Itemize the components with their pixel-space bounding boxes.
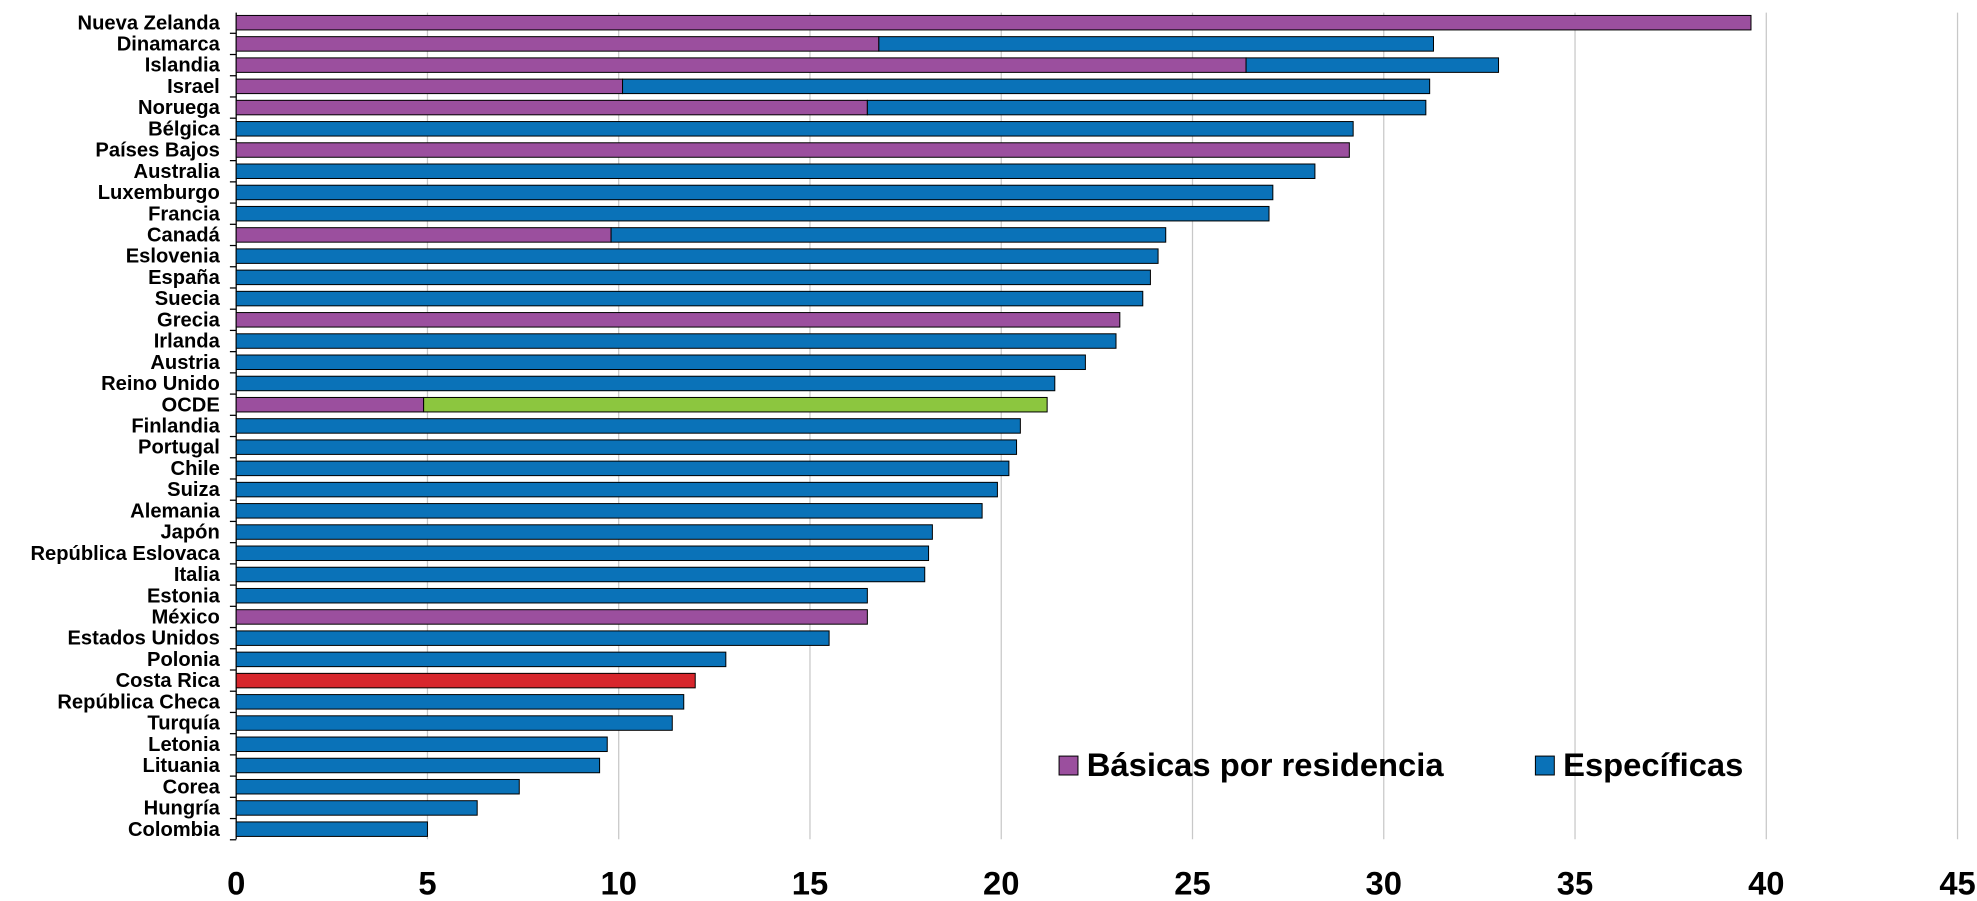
- bar-segment: [235, 694, 685, 710]
- bar-segment: [235, 778, 520, 795]
- x-tick-label: 10: [601, 865, 637, 901]
- y-tick-label: Suecia: [155, 288, 221, 310]
- y-tick-label: Japón: [160, 522, 219, 544]
- bar-segment: [235, 609, 868, 625]
- y-tick-label: México: [151, 607, 219, 629]
- bar-segment: [235, 248, 1159, 264]
- bar-segment: [878, 36, 1434, 52]
- bar-segment: [610, 227, 1167, 243]
- bar-segment: [235, 78, 624, 95]
- bar-segment: [235, 227, 612, 243]
- legend-label: Específicas: [1563, 746, 1743, 783]
- bar-segment: [235, 821, 428, 837]
- bar-segment: [235, 290, 1144, 307]
- x-tick-label: 15: [792, 865, 828, 901]
- bar-segment: [235, 439, 1018, 455]
- y-tick-label: Países Bajos: [95, 140, 219, 162]
- x-tick-label: 0: [227, 865, 245, 901]
- y-tick-label: Italia: [174, 564, 221, 586]
- y-tick-label: Israel: [167, 76, 220, 98]
- y-tick-label: República Checa: [57, 691, 220, 713]
- bar-segment: [235, 269, 1151, 286]
- y-tick-label: Portugal: [138, 437, 220, 459]
- y-tick-label: Corea: [163, 776, 221, 798]
- bar-segment: [235, 460, 1010, 477]
- y-tick-label: Polonia: [147, 649, 221, 671]
- x-tick-label: 35: [1557, 865, 1593, 901]
- x-tick-label: 40: [1748, 865, 1784, 901]
- y-tick-label: Francia: [148, 203, 220, 225]
- y-tick-label: Finlandia: [131, 416, 220, 438]
- bar-segment: [235, 354, 1086, 371]
- y-tick-label: Eslovenia: [126, 246, 221, 268]
- bar-segment: [235, 566, 926, 583]
- legend-swatch: [1058, 755, 1079, 776]
- bar-segment: [235, 418, 1021, 434]
- bar-segment: [235, 757, 601, 774]
- bar-segment: [235, 481, 998, 498]
- bar-segment: [235, 333, 1117, 349]
- bar-segment: [235, 142, 1350, 158]
- x-tick-label: 5: [418, 865, 436, 901]
- y-tick-label: Nueva Zelanda: [78, 12, 221, 34]
- y-tick-label: Reino Unido: [101, 373, 220, 395]
- y-tick-label: Letonia: [148, 734, 220, 756]
- x-tick-label: 45: [1939, 865, 1975, 901]
- y-tick-label: Costa Rica: [116, 670, 221, 692]
- y-tick-label: Grecia: [157, 309, 221, 331]
- legend-swatch: [1534, 755, 1555, 776]
- bar-segment: [235, 503, 983, 519]
- y-tick-label: Estados Unidos: [67, 628, 219, 650]
- y-tick-label: Irlanda: [154, 331, 221, 353]
- bar-segment: [235, 121, 1354, 137]
- y-tick-label: Colombia: [128, 819, 221, 841]
- bar-segment: [1245, 57, 1500, 73]
- y-tick-label: Suiza: [167, 479, 220, 501]
- bar-segment: [235, 163, 1316, 179]
- y-tick-label: Chile: [171, 458, 220, 480]
- y-tick-label: OCDE: [162, 394, 220, 416]
- legend-label: Básicas por residencia: [1087, 746, 1445, 783]
- bar-segment: [235, 375, 1056, 392]
- y-tick-label: Australia: [134, 161, 221, 183]
- bar-segment: [235, 630, 830, 646]
- bar-segment: [235, 715, 673, 731]
- bar-segment: [235, 736, 608, 753]
- y-tick-label: Estonia: [147, 585, 221, 607]
- bar-segment: [235, 36, 880, 52]
- bar-segment: [235, 99, 868, 116]
- bar-segment: [235, 396, 425, 413]
- bar-segment: [235, 205, 1270, 222]
- y-tick-label: Alemania: [130, 500, 220, 522]
- x-tick-label: 20: [983, 865, 1019, 901]
- y-tick-label: Canadá: [147, 225, 221, 247]
- bar-segment: [235, 545, 930, 562]
- y-tick-label: Lituania: [143, 755, 221, 777]
- y-tick-label: Luxemburgo: [98, 182, 220, 204]
- bar-segment: [235, 184, 1274, 201]
- bar-segment: [235, 524, 933, 540]
- bar-segment: [235, 312, 1121, 328]
- bar-segment: [235, 651, 727, 668]
- bar-segment: [235, 672, 696, 689]
- y-tick-label: Hungría: [144, 798, 221, 820]
- y-tick-label: España: [148, 267, 220, 289]
- bar-segment: [235, 57, 1247, 73]
- bar-segment: [866, 99, 1427, 116]
- bar-segment: [235, 14, 1752, 31]
- bar-segment: [423, 396, 1048, 413]
- y-tick-label: Dinamarca: [117, 33, 221, 55]
- x-tick-label: 30: [1366, 865, 1402, 901]
- x-tick-label: 25: [1174, 865, 1210, 901]
- y-tick-label: Turquía: [147, 713, 220, 735]
- bar-segment: [235, 800, 478, 816]
- y-tick-label: República Eslovaca: [30, 543, 220, 565]
- y-tick-label: Austria: [150, 352, 220, 374]
- y-tick-label: Noruega: [138, 97, 221, 119]
- bar-segment: [622, 78, 1431, 95]
- y-tick-label: Bélgica: [148, 118, 220, 140]
- bar-segment: [235, 587, 868, 604]
- y-tick-label: Islandia: [145, 55, 221, 77]
